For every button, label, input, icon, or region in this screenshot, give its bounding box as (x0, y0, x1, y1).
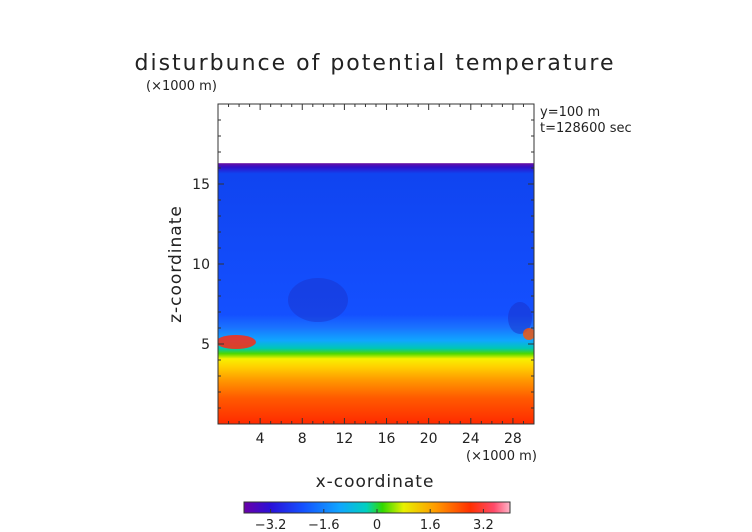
colorbar-tick-label: −1.6 (308, 518, 340, 532)
colorbar: −3.2 −1.6 0 1.6 3.2 (243, 501, 511, 532)
scale-note: (×1000 m) (146, 79, 217, 94)
colorbar-tick-label: 0 (373, 518, 381, 532)
x-tick-label: 12 (335, 431, 353, 447)
colorbar-tick-label: −3.2 (255, 518, 287, 532)
x-tick-label: 20 (420, 431, 438, 447)
x-tick-label: 24 (462, 431, 480, 447)
warm-blob-left (218, 335, 256, 349)
y-axis-ticks: 5 10 15 (192, 119, 534, 409)
plot-area: 4 8 12 16 20 24 28 5 10 15 (192, 103, 535, 447)
y-tick-label: 15 (192, 177, 210, 193)
x-tick-label: 28 (504, 431, 522, 447)
x-axis-ticks: 4 8 12 16 20 24 28 (228, 104, 524, 447)
chart-title: disturbunce of potential temperature (135, 51, 616, 76)
x-tick-label: 8 (298, 431, 307, 447)
annotation-time: t=128600 sec (540, 121, 632, 136)
cold-lobe-right (508, 302, 532, 334)
x-tick-label: 16 (378, 431, 396, 447)
y-tick-label: 5 (201, 337, 210, 353)
warm-patch-right (523, 328, 534, 340)
x-scale-note: (×1000 m) (466, 449, 537, 464)
annotation-y: y=100 m (540, 105, 600, 120)
colorbar-tick-label: 3.2 (473, 518, 494, 532)
field-features (218, 278, 534, 349)
x-axis-label: x-coordinate (316, 472, 435, 492)
field-heatmap (218, 163, 534, 424)
colorbar-tick-label: 1.6 (420, 518, 441, 532)
y-tick-label: 10 (192, 257, 210, 273)
x-tick-label: 4 (256, 431, 265, 447)
y-axis-label: z-coordinate (166, 205, 186, 323)
cold-lobe-center (288, 278, 348, 322)
colorbar-ticks: −3.2 −1.6 0 1.6 3.2 (255, 509, 494, 532)
